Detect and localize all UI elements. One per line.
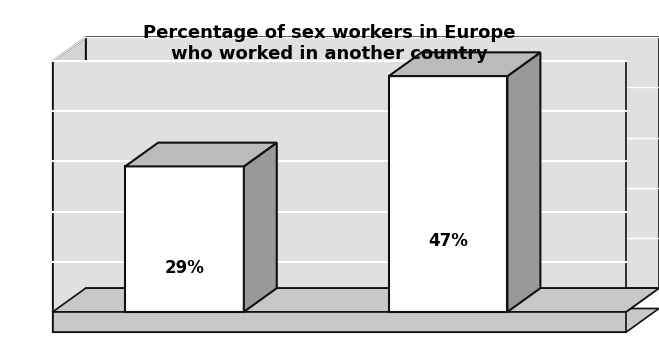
Polygon shape: [53, 288, 659, 312]
Polygon shape: [125, 166, 244, 312]
Polygon shape: [53, 61, 626, 312]
Polygon shape: [389, 52, 540, 76]
Polygon shape: [86, 37, 659, 288]
Polygon shape: [244, 143, 277, 312]
Polygon shape: [389, 76, 507, 312]
Text: Percentage of sex workers in Europe
who worked in another country: Percentage of sex workers in Europe who …: [143, 24, 516, 62]
Polygon shape: [53, 288, 659, 332]
Text: 47%: 47%: [428, 232, 468, 250]
Polygon shape: [125, 143, 277, 166]
Polygon shape: [53, 37, 86, 312]
Polygon shape: [507, 52, 540, 312]
Polygon shape: [53, 312, 626, 332]
Text: 29%: 29%: [165, 259, 204, 277]
